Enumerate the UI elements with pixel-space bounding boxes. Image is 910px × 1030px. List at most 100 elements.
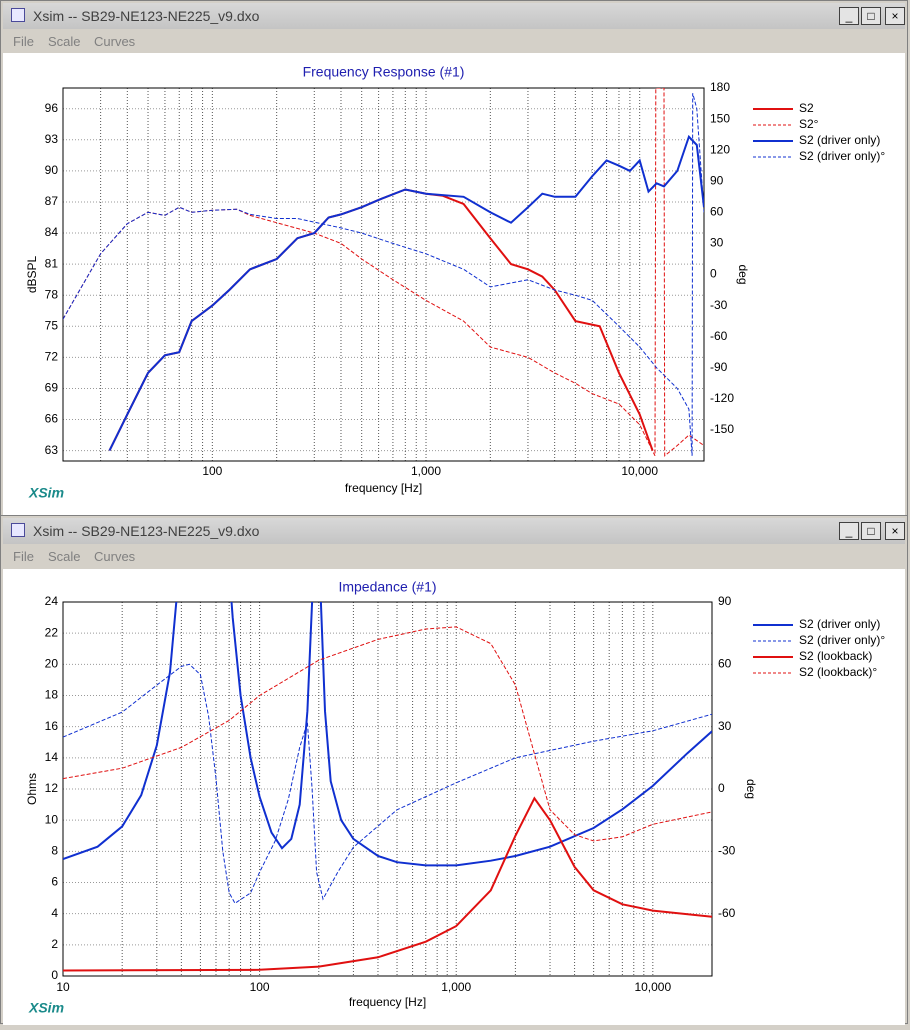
chart-area: Impedance (#1) 0 2 4 6 8 10 12 14 16 18 20 22 24 -60 -3…: [3, 569, 905, 1025]
y2-tick-label: 30: [710, 236, 724, 250]
chart-title: Impedance (#1): [338, 579, 436, 595]
x-tick-label: 100: [202, 464, 222, 478]
x-tick-label: 10,000: [634, 980, 671, 994]
y-tick-label: 84: [45, 225, 59, 239]
close-button[interactable]: ×: [885, 7, 905, 25]
y2-tick-label: 90: [710, 173, 724, 187]
y2-tick-label: 60: [710, 205, 724, 219]
y-axis-label: dBSPL: [25, 255, 39, 293]
y2-tick-label: -120: [710, 391, 734, 405]
menu-item[interactable]: Curves: [94, 34, 136, 49]
y-tick-label: 81: [45, 256, 59, 270]
menu-item[interactable]: Scale: [48, 34, 81, 49]
y2-tick-label: 90: [718, 594, 732, 608]
y-tick-label: 90: [45, 163, 59, 177]
series-line: [63, 602, 712, 867]
legend-label: S2°: [799, 117, 819, 131]
maximize-button[interactable]: □: [861, 7, 881, 25]
y2-tick-label: 30: [718, 719, 732, 733]
app-icon: [11, 8, 25, 22]
window: Xsim -- SB29-NE123-NE225_v9.dxo _ □ × Fi…: [0, 515, 908, 1025]
x-axis-label: frequency [Hz]: [345, 481, 422, 495]
y-tick-label: 2: [51, 937, 58, 951]
y-tick-label: 69: [45, 381, 59, 395]
close-button[interactable]: ×: [885, 522, 905, 540]
legend-label: S2 (driver only): [799, 133, 880, 147]
legend-label: S2 (driver only)°: [799, 633, 885, 647]
chart-title: Frequency Response (#1): [303, 64, 465, 80]
y2-tick-label: 150: [710, 111, 730, 125]
y-tick-label: 93: [45, 132, 59, 146]
y2-tick-label: -90: [710, 360, 728, 374]
y2-tick-label: -60: [718, 906, 736, 920]
series-line: [108, 134, 704, 452]
series-line: [108, 188, 654, 452]
maximize-button[interactable]: □: [861, 522, 881, 540]
y2-tick-label: -60: [710, 329, 728, 343]
y-tick-label: 4: [51, 906, 58, 920]
y2-tick-label: 0: [718, 781, 725, 795]
y-tick-label: 14: [45, 750, 59, 764]
series-line: [63, 796, 712, 972]
y2-axis-label: deg: [744, 779, 758, 799]
series-line: [63, 93, 704, 456]
y2-tick-label: -150: [710, 422, 734, 436]
title-bar: Xsim -- SB29-NE123-NE225_v9.dxo _ □ ×: [3, 518, 905, 544]
y-tick-label: 66: [45, 412, 59, 426]
y-tick-label: 16: [45, 719, 59, 733]
y-tick-label: 10: [45, 812, 59, 826]
y-tick-label: 96: [45, 101, 59, 115]
y-tick-label: 18: [45, 688, 59, 702]
chart: Impedance (#1)024681012141618202224-60-3…: [25, 579, 885, 1016]
menu-item[interactable]: Curves: [94, 549, 136, 564]
y-tick-label: 63: [45, 443, 59, 457]
y-tick-label: 87: [45, 194, 59, 208]
window-title: Xsim -- SB29-NE123-NE225_v9.dxo: [33, 8, 260, 24]
minimize-button[interactable]: _: [839, 7, 859, 25]
plot-frame: [62, 87, 705, 462]
y-tick-label: 0: [51, 968, 58, 982]
y2-tick-label: 0: [710, 267, 717, 281]
menu-bar: File Scale Curves: [3, 546, 905, 568]
y-axis-label: Ohms: [25, 773, 39, 805]
legend-label: S2 (lookback)°: [799, 665, 877, 679]
brand-label: XSim: [28, 485, 64, 501]
y-tick-label: 12: [45, 781, 59, 795]
legend-label: S2 (driver only)°: [799, 149, 885, 163]
chart-area: Frequency Response (#1) 63 66 69 72 75 78 81 84 8…: [3, 53, 905, 516]
menu-item[interactable]: File: [13, 34, 34, 49]
x-tick-label: 1,000: [441, 980, 471, 994]
app-icon: [11, 523, 25, 537]
legend-label: S2 (driver only): [799, 617, 880, 631]
y-tick-label: 72: [45, 350, 59, 364]
y2-tick-label: 60: [718, 657, 732, 671]
y-tick-label: 8: [51, 844, 58, 858]
legend-label: S2 (lookback): [799, 649, 872, 663]
menu-item[interactable]: File: [13, 549, 34, 564]
menu-item[interactable]: Scale: [48, 549, 81, 564]
series-line: [63, 88, 704, 457]
x-tick-label: 1,000: [411, 464, 441, 478]
y-tick-label: 75: [45, 318, 59, 332]
y-tick-label: 6: [51, 875, 58, 889]
series-line: [63, 663, 712, 905]
y-tick-label: 22: [45, 625, 59, 639]
x-tick-label: 10,000: [621, 464, 658, 478]
title-bar: Xsim -- SB29-NE123-NE225_v9.dxo _ □ ×: [3, 3, 905, 29]
legend-label: S2: [799, 101, 814, 115]
y2-axis-label: deg: [736, 264, 750, 284]
chart: Frequency Response (#1) 63 66 69 72 75 78 81 84 8…: [25, 64, 885, 501]
brand-label: XSim: [28, 1000, 64, 1016]
window: Xsim -- SB29-NE123-NE225_v9.dxo _ □ × Fi…: [0, 0, 908, 517]
y2-tick-label: 180: [710, 80, 730, 94]
menu-bar: File Scale Curves: [3, 31, 905, 53]
plot-frame: [62, 601, 713, 977]
series-line: [63, 626, 712, 842]
minimize-button[interactable]: _: [839, 522, 859, 540]
x-axis-label: frequency [Hz]: [349, 995, 426, 1009]
x-tick-label: 10: [56, 980, 70, 994]
y-tick-label: 20: [45, 657, 59, 671]
window-title: Xsim -- SB29-NE123-NE225_v9.dxo: [33, 523, 260, 539]
y-tick-label: 24: [45, 594, 59, 608]
